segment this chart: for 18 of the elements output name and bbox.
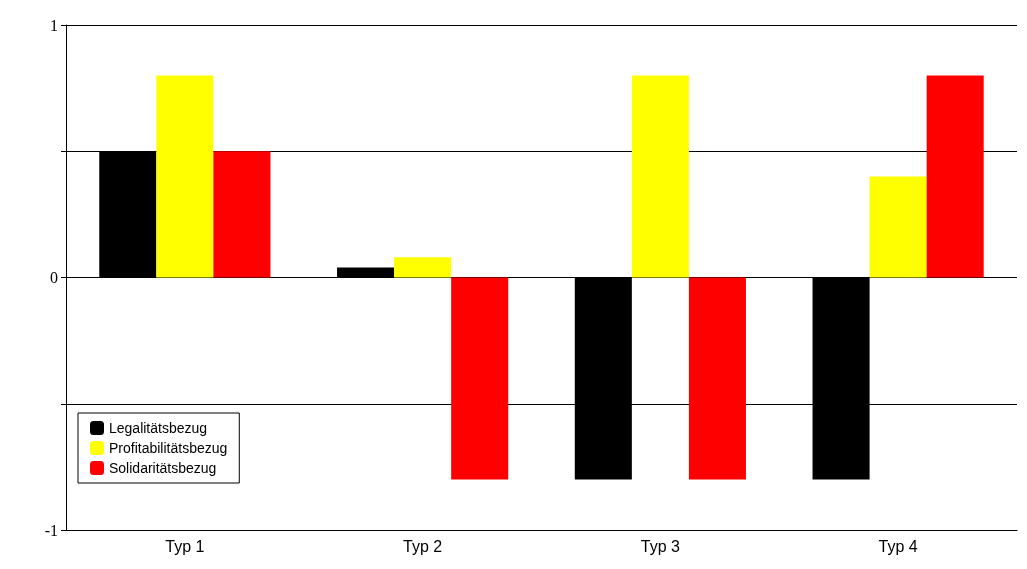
bar bbox=[451, 277, 509, 480]
legend-label: Legalitätsbezug bbox=[109, 420, 208, 436]
legend-label: Solidaritätsbezug bbox=[109, 460, 217, 476]
bar bbox=[926, 75, 984, 278]
bar bbox=[688, 277, 746, 480]
bar bbox=[394, 257, 452, 278]
x-tick-label: Typ 1 bbox=[165, 537, 205, 555]
y-tick-label: 0 bbox=[50, 269, 58, 286]
bar bbox=[213, 151, 271, 278]
x-tick-label: Typ 3 bbox=[640, 537, 681, 555]
bar bbox=[156, 75, 214, 278]
legend-label: Profitabilitätsbezug bbox=[109, 440, 228, 456]
x-tick-label: Typ 4 bbox=[878, 537, 918, 555]
y-tick-label: 1 bbox=[50, 16, 58, 34]
bar bbox=[869, 176, 927, 278]
x-tick-label: Typ 2 bbox=[403, 537, 443, 555]
y-tick-label: -1 bbox=[44, 521, 58, 539]
bar bbox=[631, 75, 689, 278]
